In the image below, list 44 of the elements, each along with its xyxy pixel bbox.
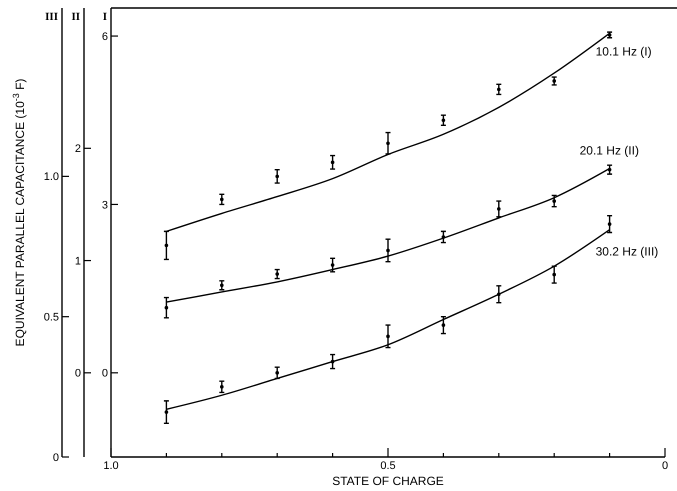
point <box>164 306 168 310</box>
series-label: 10.1 Hz (I) <box>596 44 652 58</box>
point <box>442 118 446 122</box>
point <box>386 334 390 338</box>
point <box>164 410 168 414</box>
x-tick-label: 0 <box>662 460 668 472</box>
point <box>552 272 556 276</box>
point <box>386 248 390 252</box>
point <box>608 168 612 172</box>
text: II <box>71 11 80 23</box>
series-label: 30.2 Hz (III) <box>596 244 658 259</box>
y2-tick-label: 0 <box>74 368 81 380</box>
text: III <box>45 11 58 23</box>
point <box>164 244 168 248</box>
y2-tick-label: 2 <box>74 143 81 156</box>
x-tick-label: 0.5 <box>380 460 396 472</box>
point <box>220 283 224 288</box>
y3-tick-label: 3 <box>102 199 108 212</box>
point <box>552 199 556 203</box>
y3-tick-label: 6 <box>102 30 108 43</box>
y-tick-label: 1.0 <box>44 171 59 184</box>
point <box>497 207 501 211</box>
point <box>220 385 224 389</box>
point <box>275 371 279 375</box>
text: I <box>102 11 107 23</box>
point <box>330 160 334 164</box>
point <box>442 235 446 239</box>
point <box>497 88 501 92</box>
x-axis-title: STATE OF CHARGE <box>332 474 444 488</box>
y3-tick-label: 0 <box>102 368 108 380</box>
y2-tick-label: 1 <box>74 255 81 268</box>
point <box>497 292 501 296</box>
x-tick-label: 1.0 <box>103 460 119 472</box>
point <box>442 323 446 327</box>
series-label: 20.1 Hz (II) <box>580 144 639 158</box>
point <box>386 141 390 146</box>
y-tick-label: 0.5 <box>44 312 59 324</box>
y-tick-label: 0 <box>52 452 59 464</box>
point <box>275 272 279 276</box>
point <box>330 360 334 364</box>
point <box>275 174 279 178</box>
point <box>608 222 612 226</box>
point <box>220 198 224 202</box>
point <box>330 263 334 267</box>
